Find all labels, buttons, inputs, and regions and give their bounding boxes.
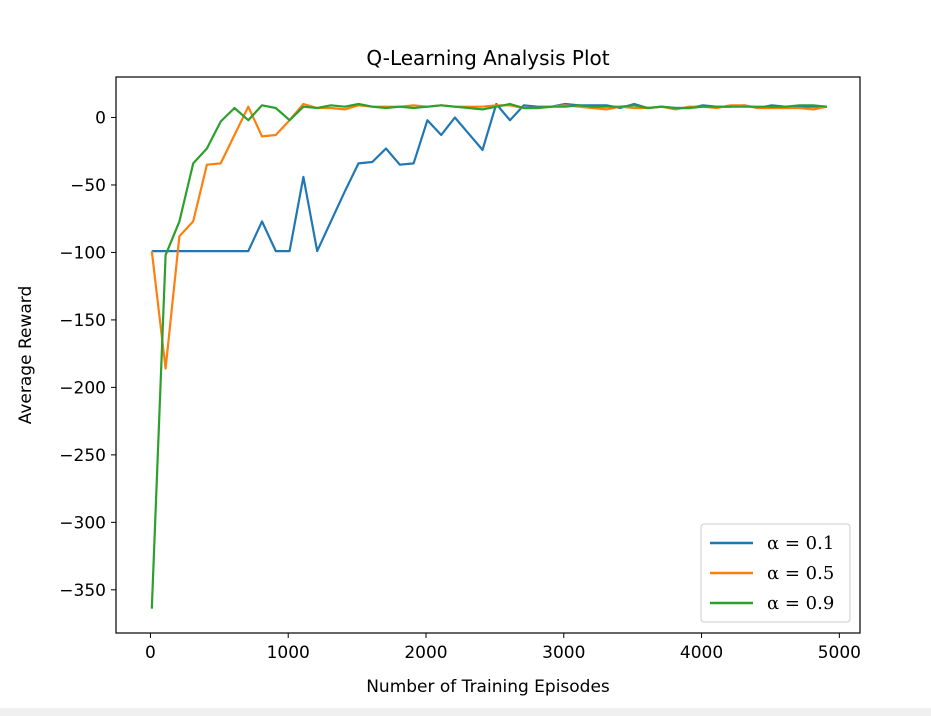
legend: α = 0.1 α = 0.5 α = 0.9 [700, 523, 851, 623]
series-line [151, 102, 827, 253]
series-line [150, 102, 828, 370]
y-tick-label: −250 [59, 446, 106, 466]
y-tick-label: −350 [59, 581, 106, 601]
y-axis-label: Average Reward [16, 286, 36, 425]
chart-title: Q-Learning Analysis Plot [366, 46, 609, 70]
legend-box [700, 523, 851, 623]
legend-entry: α = 0.5 [767, 563, 834, 584]
legend-entry: α = 0.1 [767, 533, 834, 554]
bottom-strip [0, 708, 931, 716]
x-axis-ticks: 0 1000 2000 3000 4000 5000 [145, 633, 861, 663]
y-axis-ticks: 0 −50 −100 −150 −200 −250 −300 −350 [59, 108, 116, 601]
y-tick-label: 0 [95, 108, 106, 128]
legend-entry: α = 0.9 [767, 593, 834, 614]
x-tick-label: 0 [145, 643, 156, 663]
plot-area: 0 1000 2000 3000 4000 5000 0 −50 −100 −150 −200 −2… [59, 76, 861, 663]
x-tick-label: 5000 [818, 643, 861, 663]
x-tick-label: 4000 [680, 643, 723, 663]
series-group [150, 102, 828, 609]
axes-frame [115, 76, 861, 634]
series-line [150, 102, 828, 609]
y-tick-label: −100 [59, 243, 106, 263]
x-tick-label: 3000 [542, 643, 585, 663]
y-tick-label: −300 [59, 513, 106, 533]
x-axis-label: Number of Training Episodes [366, 677, 610, 697]
y-tick-label: −200 [59, 378, 106, 398]
y-tick-label: −150 [59, 311, 106, 331]
y-tick-label: −50 [70, 176, 106, 196]
x-tick-label: 1000 [267, 643, 310, 663]
x-tick-label: 2000 [404, 643, 447, 663]
